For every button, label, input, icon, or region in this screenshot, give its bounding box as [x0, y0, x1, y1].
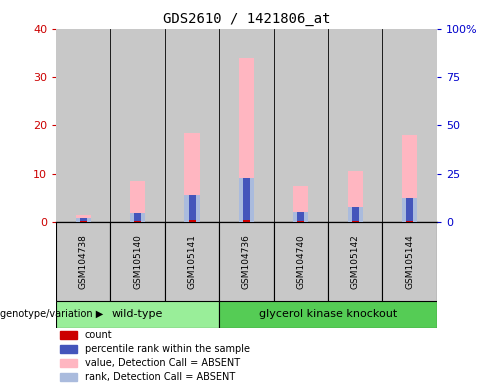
Text: GSM105140: GSM105140 — [133, 234, 142, 289]
Bar — [239, 58, 254, 222]
Bar — [60, 331, 77, 339]
Bar — [110, 222, 165, 301]
Text: percentile rank within the sample: percentile rank within the sample — [85, 344, 250, 354]
Bar — [347, 171, 363, 222]
Text: GSM105144: GSM105144 — [405, 234, 414, 289]
Bar — [274, 222, 328, 301]
Bar — [347, 207, 363, 222]
Bar — [406, 198, 413, 222]
Text: count: count — [85, 330, 112, 340]
Bar — [352, 207, 359, 222]
Bar — [297, 220, 305, 222]
Bar — [402, 135, 417, 222]
Bar — [219, 301, 437, 328]
Bar — [80, 218, 87, 222]
Bar — [76, 218, 91, 222]
Text: glycerol kinase knockout: glycerol kinase knockout — [259, 310, 397, 319]
Bar — [297, 212, 305, 222]
Bar — [219, 222, 274, 301]
Bar — [243, 220, 250, 222]
Bar — [60, 373, 77, 381]
Bar — [402, 198, 417, 222]
Bar — [383, 29, 437, 222]
Bar — [130, 213, 145, 222]
Bar — [352, 220, 359, 222]
Bar — [56, 301, 219, 328]
Bar — [219, 29, 274, 222]
Bar — [243, 179, 250, 222]
Bar — [274, 29, 328, 222]
Text: rank, Detection Call = ABSENT: rank, Detection Call = ABSENT — [85, 372, 235, 382]
Text: GSM104736: GSM104736 — [242, 234, 251, 289]
Bar — [134, 220, 141, 222]
Bar — [328, 29, 383, 222]
Bar — [60, 359, 77, 367]
Bar — [293, 186, 308, 222]
Bar — [165, 29, 219, 222]
Text: GSM104738: GSM104738 — [79, 234, 88, 289]
Bar — [130, 181, 145, 222]
Bar — [184, 132, 200, 222]
Bar — [60, 345, 77, 353]
Bar — [134, 213, 141, 222]
Text: genotype/variation ▶: genotype/variation ▶ — [0, 310, 103, 319]
Text: GSM105142: GSM105142 — [351, 234, 360, 289]
Text: wild-type: wild-type — [112, 310, 163, 319]
Bar — [80, 220, 87, 222]
Bar — [383, 222, 437, 301]
Bar — [76, 215, 91, 222]
Bar — [188, 195, 196, 222]
Bar — [188, 220, 196, 222]
Bar — [293, 212, 308, 222]
Bar — [110, 29, 165, 222]
Bar — [184, 195, 200, 222]
Bar — [239, 179, 254, 222]
Bar — [56, 29, 110, 222]
Bar — [165, 222, 219, 301]
Text: GSM104740: GSM104740 — [296, 234, 305, 289]
Bar — [406, 220, 413, 222]
Bar — [328, 222, 383, 301]
Bar — [56, 222, 110, 301]
Text: value, Detection Call = ABSENT: value, Detection Call = ABSENT — [85, 358, 240, 368]
Text: GSM105141: GSM105141 — [187, 234, 197, 289]
Title: GDS2610 / 1421806_at: GDS2610 / 1421806_at — [163, 12, 330, 26]
